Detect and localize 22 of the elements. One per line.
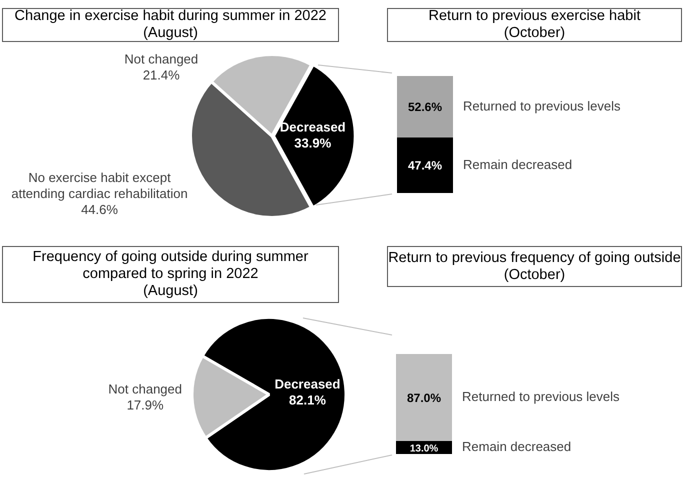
data-label: 52.6% (408, 100, 442, 114)
slice-label: Decreased (274, 376, 340, 392)
slice-label: Decreased (280, 120, 346, 135)
data-label: 87.0% (406, 390, 442, 405)
data-label: 33.9% (294, 136, 332, 151)
series-label: Remain decreased (462, 439, 572, 454)
series-label: Returned to previous levels (462, 389, 620, 404)
chart-title: Change in exercise habit during summer in 2022 (August) (2, 8, 339, 42)
slice-label: Not changed (124, 52, 198, 67)
data-label: 82.1% (289, 392, 326, 408)
chart-title: Frequency of going outside during summer compared to spring in 2022 (August) (2, 246, 339, 303)
data-label: 21.4% (142, 68, 180, 83)
series-label: Returned to previous levels (463, 98, 622, 114)
data-label: 47.4% (408, 158, 442, 173)
data-label: 17.9% (126, 398, 164, 413)
text: Return to previous exercise habit (October) (387, 8, 682, 42)
data-label: 44.6% (81, 202, 118, 217)
slice-label: Not changed (108, 382, 182, 397)
text: Return to previous frequency of going outside (October) (387, 246, 682, 287)
series-label: Remain decreased (463, 156, 572, 172)
data-label: 13.0% (410, 443, 438, 454)
slice-label: No exercise habit except attending cardiac rehabilitation (11, 170, 188, 201)
